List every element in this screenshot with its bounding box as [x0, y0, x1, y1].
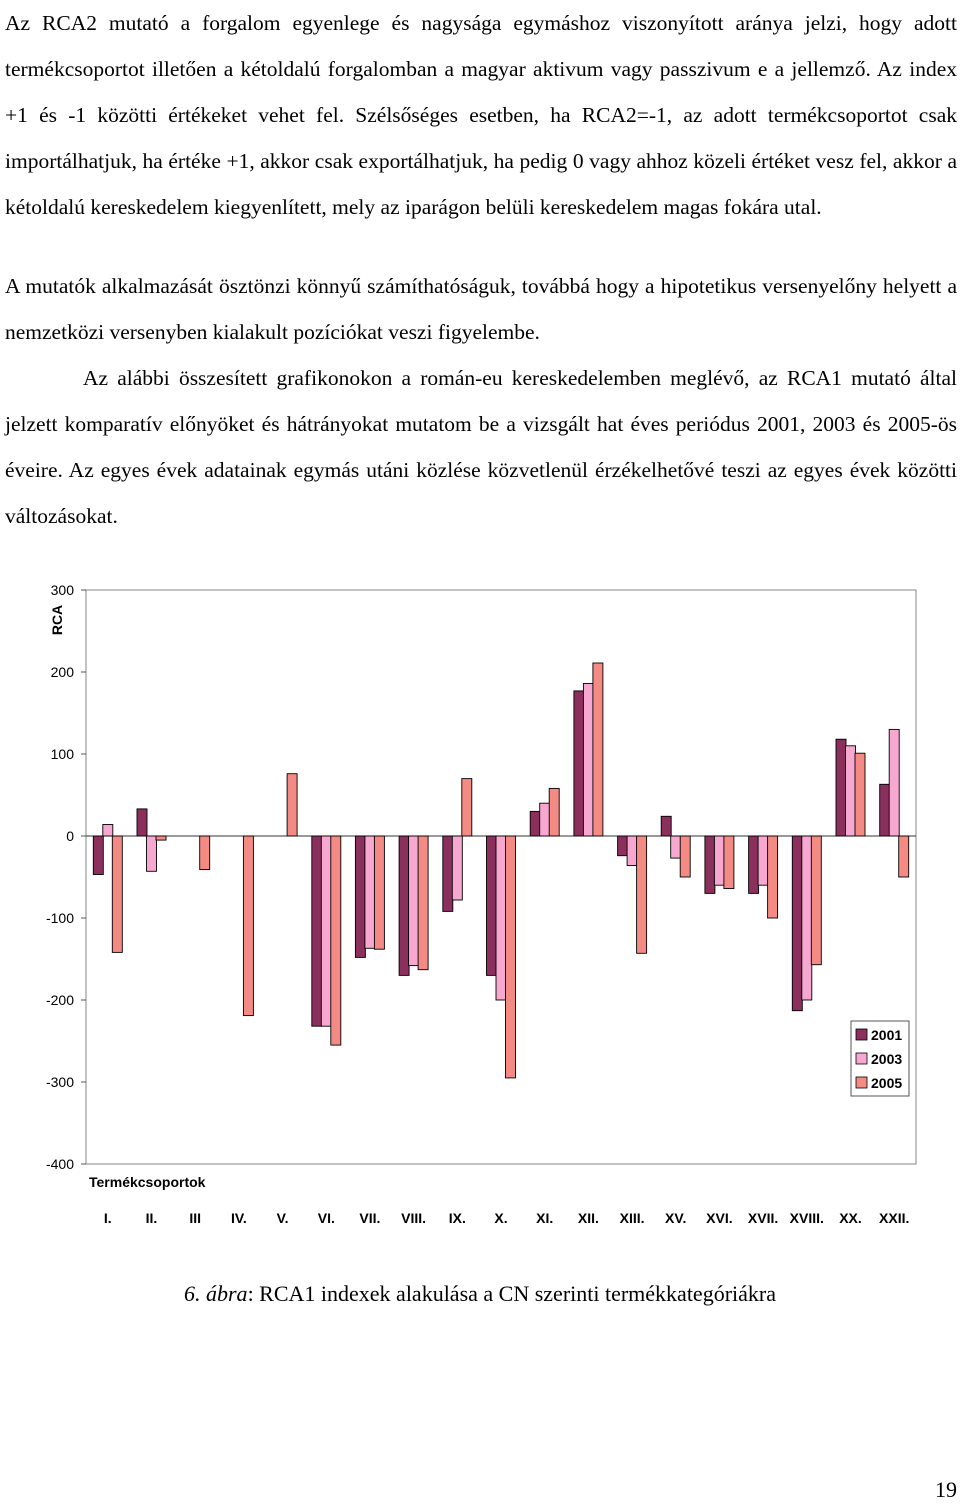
- bar-2001-II: [136, 808, 148, 837]
- y-tick-label: -200: [46, 992, 74, 1008]
- bar-2005-XV: [679, 835, 691, 878]
- bar-2005-XX: [854, 752, 866, 837]
- y-tick-label: 300: [51, 582, 75, 598]
- x-tick-label: XVI.: [706, 1210, 732, 1226]
- bar-2001-I: [92, 835, 104, 875]
- x-tick-label: IX.: [449, 1210, 466, 1226]
- x-tick-label: XVII.: [748, 1210, 778, 1226]
- bar-2001-VII: [354, 835, 366, 958]
- y-tick-label: -300: [46, 1074, 74, 1090]
- x-tick-label: XIII.: [620, 1210, 645, 1226]
- x-tick-label: V.: [277, 1210, 289, 1226]
- rca1-bar-chart: 300 200 100 0 -100 -200 -300 -400 I. II. III IV. V.…: [46, 582, 917, 1226]
- legend-swatch-2005: [855, 1076, 868, 1089]
- x-category-labels: I. II. III IV. V. VI. VII. VIII. IX. X. XI. XII. XII…: [104, 1210, 909, 1226]
- bar-2003-XXII: [888, 728, 900, 837]
- y-axis-ticks: 300 200 100 0 -100 -200 -300 -400: [46, 582, 86, 1172]
- page-number: 19: [935, 1477, 957, 1502]
- bar-2005-X: [505, 835, 516, 1079]
- x-tick-label: IV.: [231, 1210, 247, 1226]
- bar-2001-VI: [311, 835, 323, 1027]
- bars-group: [92, 662, 910, 1079]
- y-tick-label: 100: [51, 746, 75, 762]
- bar-2003-IX: [451, 835, 463, 901]
- bar-2001-XVII: [748, 835, 760, 894]
- x-axis-title: Termékcsoportok: [89, 1174, 206, 1190]
- x-tick-label: XV.: [665, 1210, 686, 1226]
- bar-2001-XVI: [704, 835, 716, 894]
- x-tick-label: XI.: [536, 1210, 553, 1226]
- x-tick-label: II.: [146, 1210, 158, 1226]
- bar-2003-XI: [539, 802, 551, 837]
- bar-2005-IX: [461, 778, 473, 837]
- bar-2005-VIII: [417, 835, 429, 971]
- bar-2003-XII: [582, 683, 594, 837]
- bar-2001-XI: [529, 810, 541, 837]
- bar-2003-XIII: [626, 835, 638, 866]
- bar-2003-XVIII: [801, 835, 813, 1001]
- bar-2005-III: [199, 835, 211, 871]
- bar-2005-XII: [592, 662, 604, 837]
- bar-2003-XV: [670, 835, 682, 859]
- x-tick-label: XVIII.: [790, 1210, 824, 1226]
- figure-caption-label: 6. ábra: [184, 1281, 248, 1306]
- bar-2001-XII: [573, 690, 585, 837]
- x-tick-label: III: [189, 1210, 201, 1226]
- y-tick-label: -400: [46, 1156, 74, 1172]
- y-tick-label: 200: [51, 664, 75, 680]
- paragraph-grafikonok: Az alábbi összesített grafikonokon a rom…: [5, 366, 957, 528]
- bar-2001-X: [486, 835, 497, 976]
- bar-2005-XI: [548, 787, 560, 837]
- legend-swatch-2001: [855, 1028, 868, 1041]
- bar-2005-XIII: [636, 835, 648, 954]
- paragraph-mutatok: A mutatók alkalmazását ösztönzi könnyű s…: [5, 274, 957, 344]
- figure-caption-text: : RCA1 indexek alakulása a CN szerinti t…: [247, 1281, 776, 1306]
- bar-2003-II: [146, 835, 157, 872]
- y-axis-label: RCA: [49, 605, 65, 635]
- bar-2001-XVIII: [791, 835, 803, 1012]
- bar-2003-X: [495, 835, 507, 1001]
- figure-caption: 6. ábra: RCA1 indexek alakulása a CN sze…: [0, 1279, 960, 1309]
- paragraph-rca2: Az RCA2 mutató a forgalom egyenlege és n…: [5, 11, 957, 219]
- legend-label-2005: 2005: [871, 1075, 902, 1091]
- bar-2001-XXII: [879, 783, 891, 837]
- legend-swatch-2003: [855, 1052, 868, 1065]
- bar-2005-I: [111, 835, 123, 953]
- x-tick-label: VI.: [318, 1210, 335, 1226]
- y-tick-label: -100: [46, 910, 74, 926]
- bar-2001-XX: [835, 738, 847, 837]
- bar-2001-IX: [442, 835, 454, 912]
- x-tick-label: XII.: [578, 1210, 599, 1226]
- bar-2001-VIII: [398, 835, 410, 976]
- bar-2003-VIII: [408, 835, 420, 967]
- bar-2003-XVI: [713, 835, 725, 886]
- chart-legend: 2001 2003 2005: [850, 1020, 910, 1097]
- legend-label-2001: 2001: [871, 1027, 902, 1043]
- bar-2005-V: [286, 773, 298, 837]
- x-tick-label: XX.: [839, 1210, 862, 1226]
- x-tick-label: XXII.: [879, 1210, 909, 1226]
- bar-2003-VI: [320, 835, 332, 1027]
- bar-2003-VII: [364, 835, 376, 949]
- bar-2005-XXII: [898, 835, 910, 878]
- bar-2001-XV: [660, 815, 672, 837]
- bar-2005-XVII: [767, 835, 779, 919]
- x-tick-label: VII.: [359, 1210, 380, 1226]
- bar-2005-XVI: [723, 835, 735, 889]
- bar-2003-XX: [845, 745, 856, 837]
- bar-2005-VI: [330, 835, 342, 1046]
- bar-2003-I: [102, 824, 114, 837]
- y-tick-label: 0: [66, 828, 74, 844]
- bar-2005-IV: [242, 835, 254, 1017]
- bar-2003-XVII: [757, 835, 769, 886]
- x-tick-label: VIII.: [401, 1210, 426, 1226]
- legend-label-2003: 2003: [871, 1051, 902, 1067]
- bar-2005-VII: [373, 835, 385, 950]
- bar-2005-XVIII: [810, 835, 822, 966]
- x-tick-label: I.: [104, 1210, 112, 1226]
- x-tick-label: X.: [494, 1210, 507, 1226]
- bar-2001-XIII: [617, 835, 629, 857]
- bar-2005-II: [155, 835, 167, 841]
